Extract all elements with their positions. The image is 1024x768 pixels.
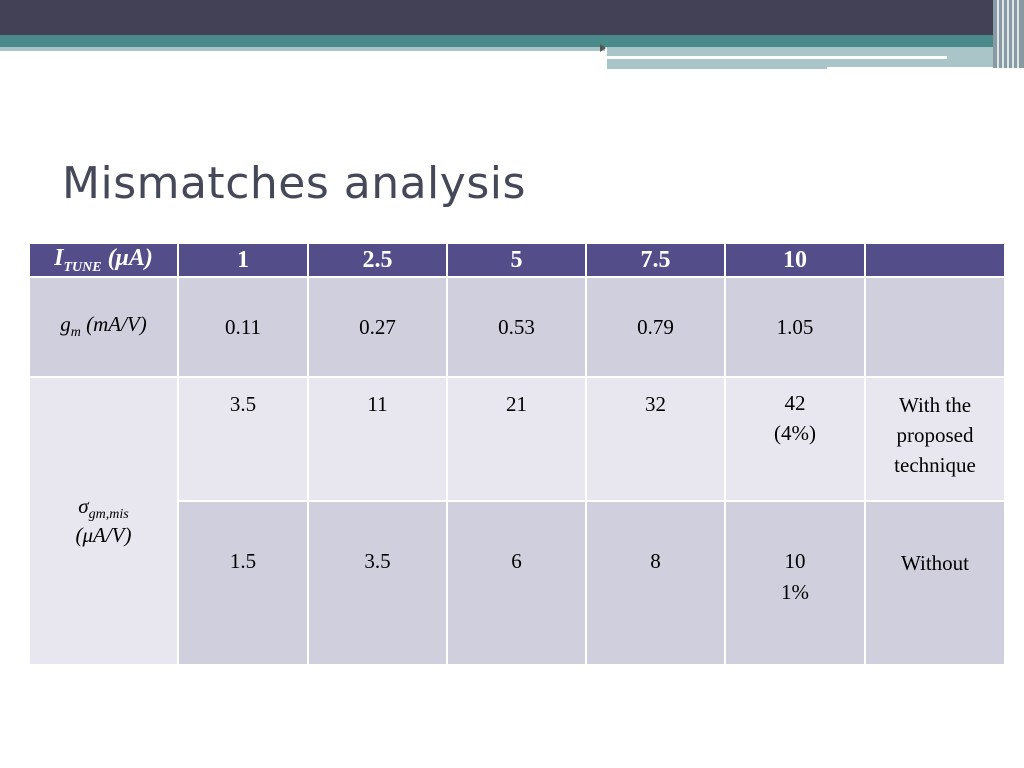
gm-row: gm (mA/V) 0.11 0.27 0.53 0.79 1.05 (28, 276, 1006, 378)
header-line-accent (607, 66, 827, 69)
with-cell: 21 (446, 376, 587, 502)
gm-cell: 0.53 (446, 276, 587, 378)
header-teal-bar (0, 35, 1010, 47)
header-triangle-marker (600, 44, 606, 52)
gm-cell: 0.11 (177, 276, 309, 378)
with-cell: 11 (307, 376, 448, 502)
without-cell: 6 (446, 500, 587, 666)
with-cell: 32 (585, 376, 726, 502)
with-cell: 3.5 (177, 376, 309, 502)
sigma-label-cell: σgm,mis (μA/V) (28, 376, 179, 666)
without-note-cell: Without (864, 500, 1006, 666)
header-cell: 5 (446, 242, 587, 278)
without-cell: 1.5 (177, 500, 309, 666)
gm-label-cell: gm (mA/V) (28, 276, 179, 378)
mismatch-table: ITUNE (μA) 1 2.5 5 7.5 10 gm (mA/V) 0.11… (28, 242, 1006, 666)
with-technique-row: σgm,mis (μA/V) 3.5 11 21 32 42 (4%) With … (28, 376, 1006, 666)
without-cell-last: 10 1% (724, 500, 866, 666)
gm-cell: 1.05 (724, 276, 866, 378)
without-cell: 3.5 (307, 500, 448, 666)
table-header-row: ITUNE (μA) 1 2.5 5 7.5 10 (28, 242, 1006, 278)
header-cell: 7.5 (585, 242, 726, 278)
slide-title: Mismatches analysis (62, 158, 526, 209)
header-cell: 2.5 (307, 242, 448, 278)
gm-cell: 0.27 (307, 276, 448, 378)
header-cell: 1 (177, 242, 309, 278)
without-cell: 8 (585, 500, 726, 666)
without-technique-row: 1.5 3.5 6 8 10 1% Without (29, 500, 1006, 666)
gm-cell-empty (864, 276, 1006, 378)
header-label-cell: ITUNE (μA) (28, 242, 179, 278)
header-cell-empty (864, 242, 1006, 278)
header-stripes (993, 0, 1024, 68)
header-cell: 10 (724, 242, 866, 278)
header-light-bar (0, 47, 605, 51)
gm-cell: 0.79 (585, 276, 726, 378)
with-cell-last: 42 (4%) (724, 376, 866, 502)
header-dark-bar (0, 0, 1024, 35)
with-note-cell: With the proposed technique (864, 376, 1006, 502)
header-white-line (607, 56, 947, 59)
